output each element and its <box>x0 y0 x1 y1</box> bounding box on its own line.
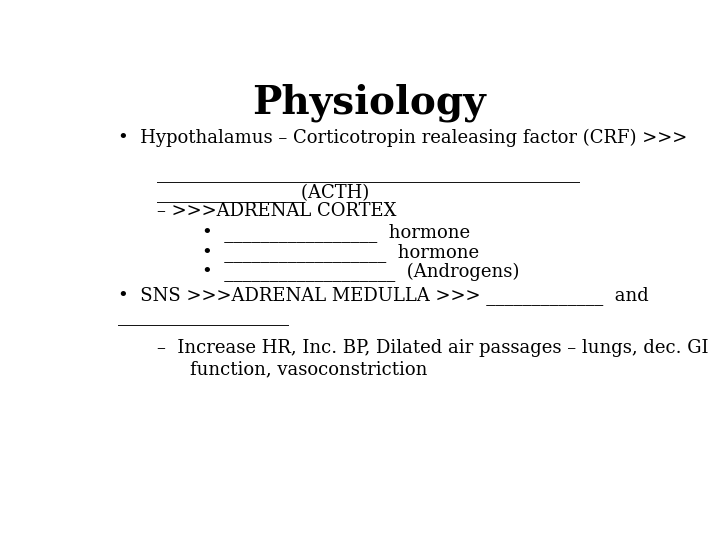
Text: – >>>ADRENAL CORTEX: – >>>ADRENAL CORTEX <box>157 202 397 220</box>
Text: •  ___________________  (Androgens): • ___________________ (Androgens) <box>202 263 519 282</box>
Text: •  __________________  hormone: • __________________ hormone <box>202 243 479 262</box>
Text: _______________________________________________: ________________________________________… <box>157 165 580 183</box>
Text: •  Hypothalamus – Corticotropin realeasing factor (CRF) >>>: • Hypothalamus – Corticotropin realeasin… <box>118 129 687 147</box>
Text: •  SNS >>>ADRENAL MEDULLA >>> _____________  and: • SNS >>>ADRENAL MEDULLA >>> ___________… <box>118 286 649 305</box>
Text: •  _________________  hormone: • _________________ hormone <box>202 223 469 242</box>
Text: function, vasoconstriction: function, vasoconstriction <box>190 360 428 378</box>
Text: ___________________: ___________________ <box>118 308 289 326</box>
Text: –  Increase HR, Inc. BP, Dilated air passages – lungs, dec. GI: – Increase HR, Inc. BP, Dilated air pass… <box>157 339 708 357</box>
Text: Physiology: Physiology <box>252 84 486 122</box>
Text: ________________(ACTH): ________________(ACTH) <box>157 183 369 202</box>
